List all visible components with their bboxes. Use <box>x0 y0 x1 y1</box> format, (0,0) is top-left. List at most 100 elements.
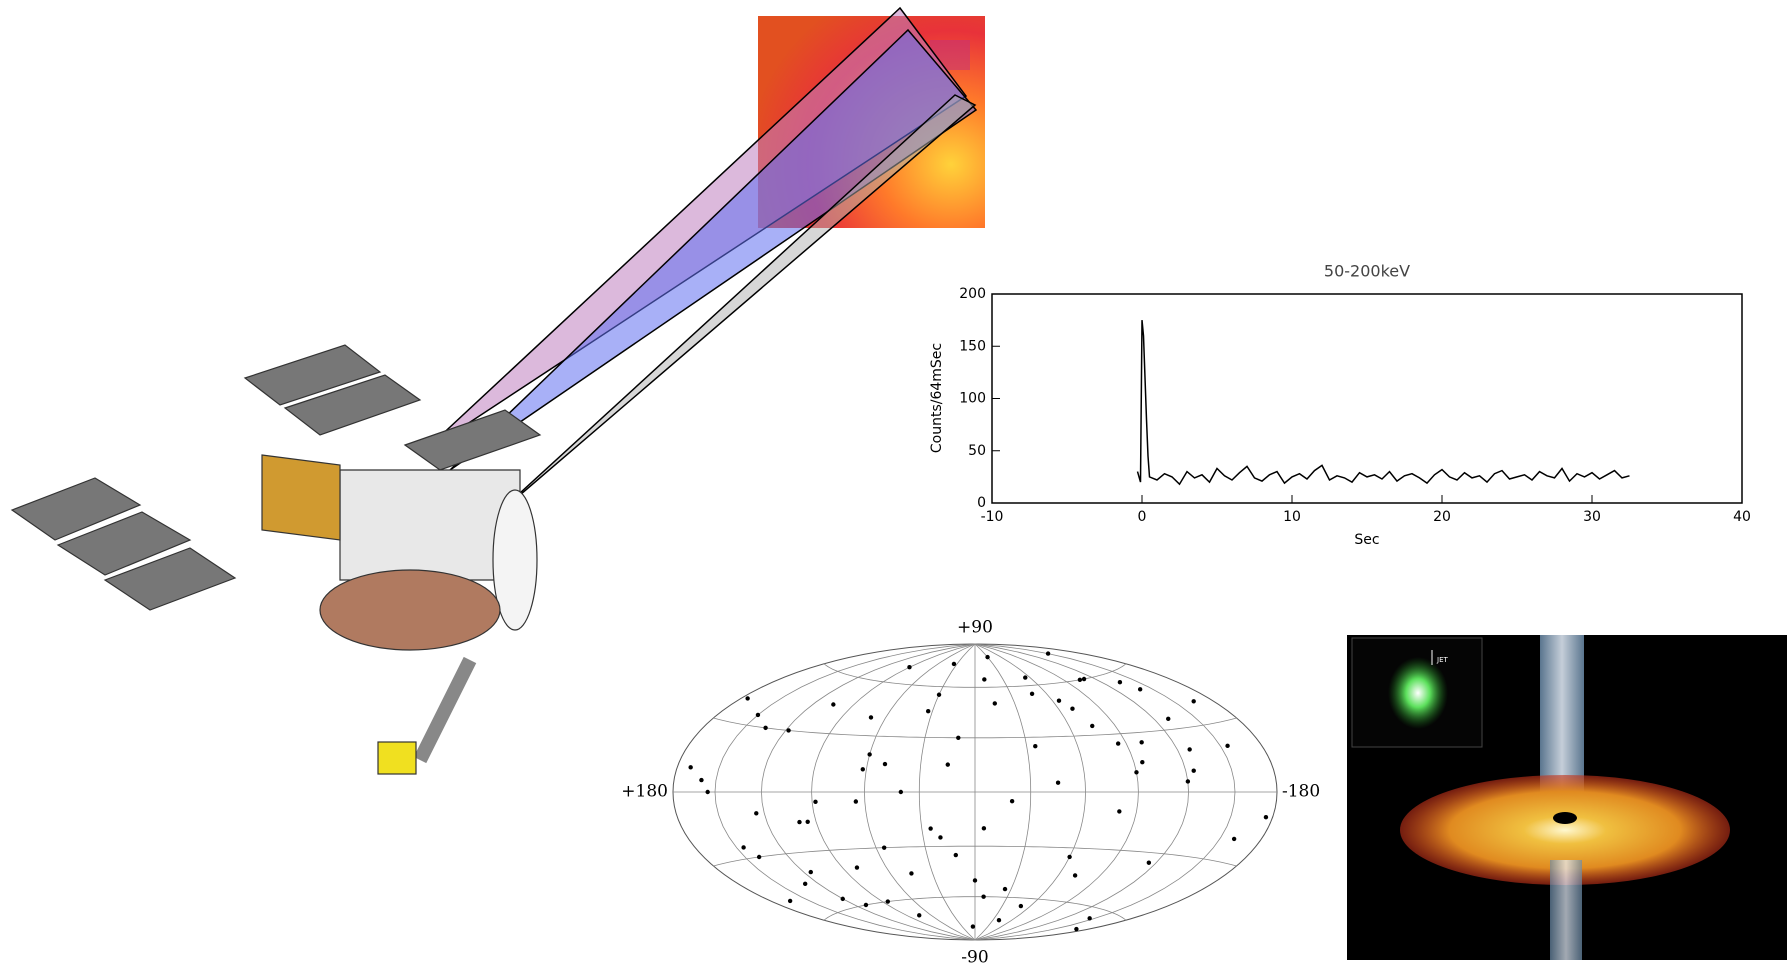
x-tick-label: 40 <box>1733 509 1751 525</box>
burst-point <box>1019 904 1023 908</box>
burst-point <box>1078 678 1082 682</box>
burst-point <box>997 918 1001 922</box>
burst-point <box>985 655 989 659</box>
burst-point <box>699 778 703 782</box>
sky-map: +90 -90 +180 -180 <box>621 618 1320 968</box>
burst-point <box>1117 809 1121 813</box>
chart-title: 50-200keV <box>1324 262 1410 281</box>
burst-point <box>841 897 845 901</box>
burst-point <box>1192 768 1196 772</box>
burst-point <box>946 762 950 766</box>
burst-point <box>1090 724 1094 728</box>
burst-point <box>1118 680 1122 684</box>
burst-point <box>864 903 868 907</box>
burst-point <box>803 882 807 886</box>
burst-point <box>1166 717 1170 721</box>
burst-point <box>917 913 921 917</box>
x-tick-label: 30 <box>1583 509 1601 525</box>
burst-point <box>1046 651 1050 655</box>
burst-point <box>909 871 913 875</box>
burst-point <box>786 728 790 732</box>
burst-point <box>1070 707 1074 711</box>
burst-point <box>757 855 761 859</box>
inset-label: JET <box>1436 656 1448 664</box>
burst-point <box>926 709 930 713</box>
plot-frame <box>992 294 1742 503</box>
sky-label: +180 <box>621 782 668 802</box>
burst-point <box>805 820 809 824</box>
burst-point <box>1087 916 1091 920</box>
burst-point <box>809 870 813 874</box>
burst-point <box>982 677 986 681</box>
burst-point <box>867 752 871 756</box>
burst-point <box>855 865 859 869</box>
burst-point <box>1264 815 1268 819</box>
y-tick-label: 0 <box>977 495 986 511</box>
burst-point <box>754 811 758 815</box>
burst-point <box>973 878 977 882</box>
burst-point <box>938 835 942 839</box>
burst-point <box>1033 744 1037 748</box>
burst-point <box>1023 675 1027 679</box>
burst-point <box>1067 855 1071 859</box>
burst-point <box>1030 692 1034 696</box>
beam <box>485 95 975 525</box>
burst-point <box>1003 887 1007 891</box>
burst-point <box>745 696 749 700</box>
burst-point <box>1225 744 1229 748</box>
burst-point <box>831 702 835 706</box>
y-tick-label: 100 <box>959 391 986 407</box>
sky-label: +90 <box>957 618 993 638</box>
burst-point <box>883 762 887 766</box>
light-curve-line <box>1138 320 1630 484</box>
x-tick-label: 0 <box>1138 509 1147 525</box>
burst-point <box>886 899 890 903</box>
x-tick-label: -10 <box>981 509 1004 525</box>
burst-point <box>788 899 792 903</box>
burst-point <box>1138 687 1142 691</box>
burst-point <box>928 826 932 830</box>
burst-point <box>1134 770 1138 774</box>
burst-point <box>956 736 960 740</box>
burst-point <box>1116 741 1120 745</box>
burst-point <box>1074 927 1078 931</box>
burst-point <box>1057 699 1061 703</box>
sky-label: -180 <box>1282 782 1320 802</box>
burst-point <box>1186 779 1190 783</box>
burst-point <box>854 799 858 803</box>
burst-point <box>1056 780 1060 784</box>
burst-point <box>1139 740 1143 744</box>
burst-point <box>1232 837 1236 841</box>
burst-point <box>981 894 985 898</box>
burst-point <box>1082 677 1086 681</box>
y-axis-label: Counts/64mSec <box>929 343 945 453</box>
burst-point <box>1187 747 1191 751</box>
burst-point <box>1010 799 1014 803</box>
y-tick-label: 50 <box>968 443 986 459</box>
burst-point <box>1140 760 1144 764</box>
burst-point <box>869 715 873 719</box>
burst-point <box>1191 699 1195 703</box>
page: 50-200keV Sec Counts/64mSec -10010203040… <box>0 0 1787 968</box>
y-tick-label: 200 <box>959 286 986 302</box>
burst-point <box>982 826 986 830</box>
burst-point <box>937 693 941 697</box>
burst-point <box>882 845 886 849</box>
sky-label: -90 <box>961 948 988 968</box>
x-tick-label: 20 <box>1433 509 1451 525</box>
burst-point <box>993 701 997 705</box>
burst-point <box>756 713 760 717</box>
x-axis-label: Sec <box>1354 532 1379 548</box>
burst-point <box>899 790 903 794</box>
burst-point <box>688 765 692 769</box>
burst-point <box>1073 873 1077 877</box>
jet-image: JET <box>1347 635 1787 960</box>
burst-point <box>763 726 767 730</box>
burst-point <box>971 924 975 928</box>
burst-point <box>813 800 817 804</box>
burst-point <box>1147 861 1151 865</box>
burst-point <box>952 662 956 666</box>
burst-point <box>954 853 958 857</box>
burst-point <box>797 820 801 824</box>
